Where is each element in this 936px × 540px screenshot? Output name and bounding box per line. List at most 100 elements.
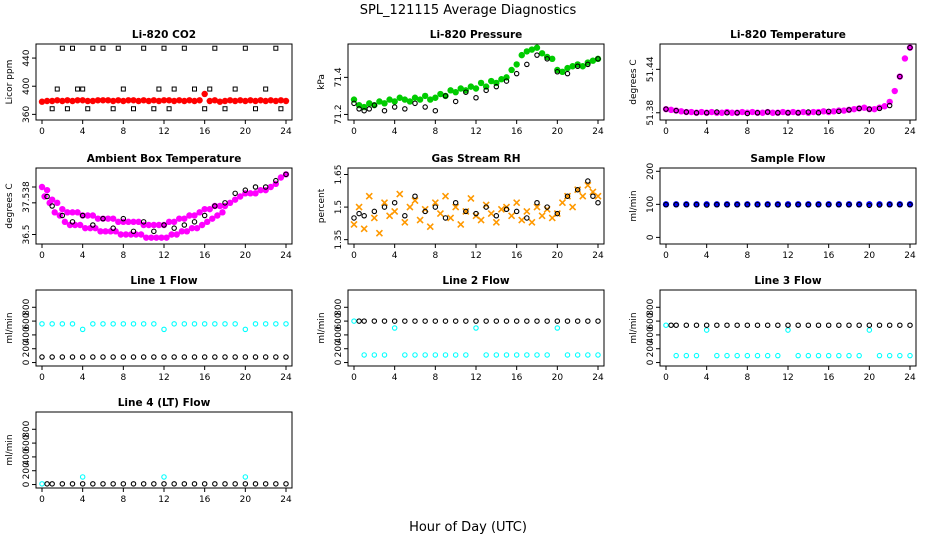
- data-point: [442, 352, 449, 358]
- y-tick-label: 600: [22, 434, 32, 451]
- x-tick-label: 24: [904, 251, 916, 261]
- data-point: [207, 86, 213, 92]
- data-point: [150, 221, 158, 229]
- data-point: [483, 87, 489, 94]
- data-point: [524, 352, 530, 358]
- data-point: [214, 212, 221, 219]
- data-point: [176, 215, 183, 222]
- data-point: [693, 352, 700, 359]
- data-point: [595, 318, 601, 324]
- data-point: [866, 202, 873, 209]
- panel-title: Ambient Box Temperature: [87, 153, 242, 165]
- data-point: [402, 213, 408, 219]
- data-point: [278, 106, 284, 112]
- data-point: [69, 354, 76, 360]
- data-point: [432, 318, 439, 324]
- data-point: [117, 231, 124, 238]
- data-point: [703, 202, 710, 208]
- data-point: [897, 201, 903, 208]
- data-point: [805, 322, 812, 328]
- data-point: [564, 193, 571, 199]
- data-point: [153, 234, 160, 241]
- data-point: [211, 97, 219, 104]
- data-point: [196, 97, 203, 104]
- data-point: [100, 321, 106, 327]
- data-point: [564, 64, 571, 72]
- data-point: [232, 354, 238, 360]
- data-point: [493, 213, 500, 219]
- data-point: [242, 354, 249, 360]
- data-point: [69, 321, 76, 327]
- data-point: [513, 318, 520, 324]
- data-point: [130, 354, 137, 360]
- y-axis-label: ml/min: [5, 312, 15, 343]
- data-point: [191, 97, 198, 105]
- data-point: [866, 322, 873, 328]
- data-point: [564, 352, 571, 358]
- data-point: [79, 481, 86, 487]
- data-point: [416, 216, 424, 224]
- data-point: [683, 322, 690, 328]
- data-point: [242, 474, 249, 480]
- x-tick-label: 24: [904, 127, 916, 137]
- data-point: [391, 199, 398, 206]
- data-point: [140, 219, 147, 225]
- x-tick-label: 24: [280, 251, 292, 261]
- data-point: [381, 107, 388, 114]
- x-tick-label: 24: [904, 373, 916, 383]
- data-point: [74, 97, 81, 104]
- y-axis-label: ml/min: [317, 312, 327, 343]
- x-tick-label: 24: [592, 251, 604, 261]
- data-point: [401, 96, 409, 103]
- data-point: [703, 327, 710, 333]
- x-tick-label: 8: [744, 127, 750, 137]
- data-point: [158, 234, 165, 241]
- data-point: [533, 203, 541, 211]
- data-point: [497, 205, 505, 213]
- data-point: [89, 212, 97, 219]
- data-point: [785, 327, 791, 333]
- data-point: [412, 318, 418, 324]
- data-point: [263, 86, 269, 92]
- y-tick-label: 800: [22, 298, 32, 315]
- data-point: [231, 97, 239, 105]
- data-point: [391, 325, 398, 331]
- data-point: [714, 352, 720, 359]
- data-point: [881, 103, 888, 110]
- panel-title: Line 4 (LT) Flow: [118, 397, 211, 409]
- data-point: [558, 199, 566, 207]
- data-point: [907, 352, 913, 359]
- data-point: [513, 61, 520, 68]
- data-point: [371, 318, 378, 324]
- data-point: [406, 203, 414, 211]
- data-point: [54, 86, 60, 92]
- data-point: [840, 107, 848, 114]
- data-point: [426, 223, 434, 231]
- data-point: [703, 322, 710, 328]
- data-point: [744, 352, 751, 359]
- data-point: [191, 219, 198, 225]
- x-tick-label: 20: [240, 495, 252, 505]
- data-point: [100, 481, 106, 487]
- data-point: [447, 214, 455, 222]
- data-point: [754, 201, 761, 208]
- series-1: [38, 171, 290, 241]
- y-tick-label: 400: [646, 326, 656, 343]
- data-point: [74, 209, 81, 216]
- data-point: [171, 321, 177, 327]
- data-point: [463, 318, 469, 324]
- data-point: [422, 104, 428, 110]
- data-point: [201, 90, 208, 98]
- data-point: [698, 108, 705, 116]
- data-point: [59, 205, 66, 213]
- y-tick-label: 600: [646, 312, 656, 329]
- data-point: [115, 45, 121, 51]
- x-tick-label: 0: [351, 127, 357, 137]
- data-point: [165, 97, 173, 104]
- data-point: [421, 92, 429, 100]
- panel-title: Line 2 Flow: [442, 275, 509, 287]
- panel-5: Gas Stream RH percent 1.35 1.5 1.65 0 4 8 12 16 20…: [317, 153, 605, 261]
- data-point: [39, 354, 45, 360]
- data-point: [412, 100, 418, 107]
